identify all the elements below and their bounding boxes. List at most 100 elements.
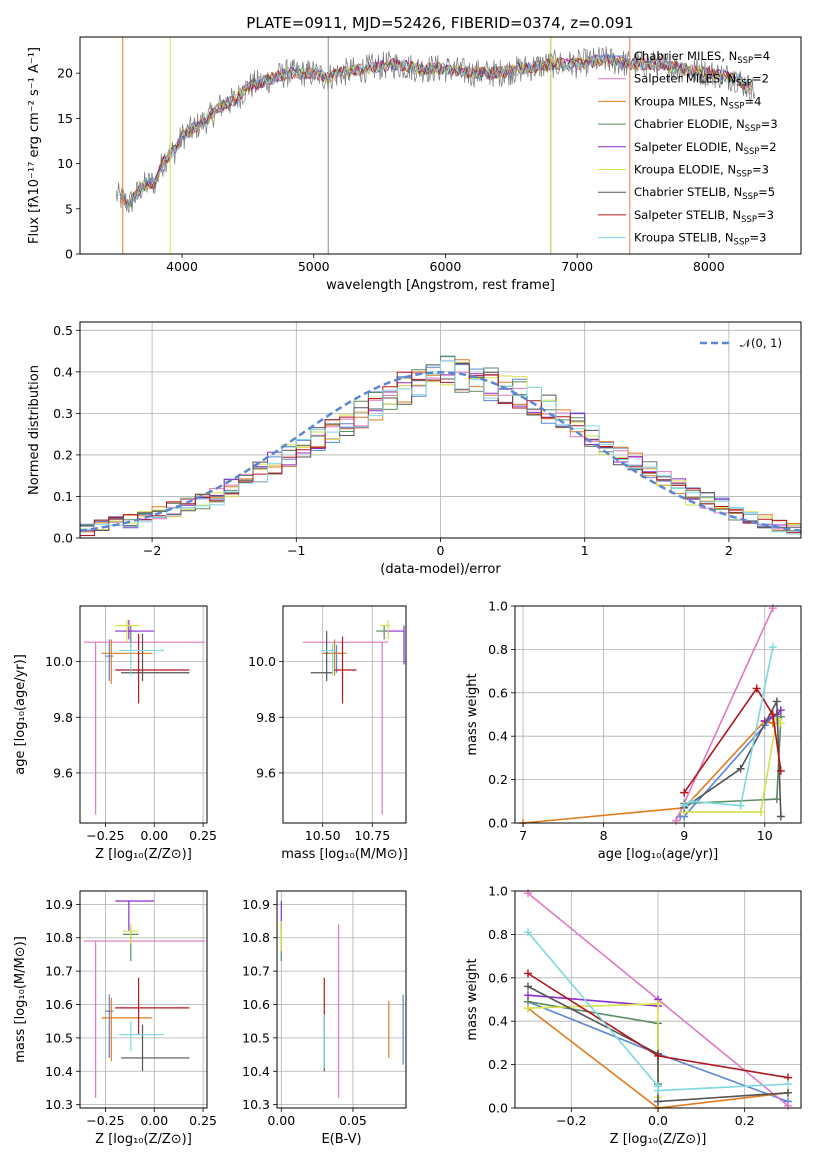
model-spectrum-line: [122, 54, 753, 209]
y-tick-label: 10.3: [242, 1097, 270, 1112]
x-axis-label: mass [log₁₀(M/M⊙)]: [281, 847, 408, 862]
y-axis-label: mass [log₁₀(M/M⊙)]: [13, 936, 28, 1063]
y-tick-label: 0.6: [488, 970, 508, 985]
weight-marker: [688, 797, 697, 806]
x-axis-label: (data-model)/error: [380, 562, 501, 577]
y-tick-label: 0.1: [53, 489, 73, 504]
weight-line: [523, 720, 774, 824]
x-tick-label: 10: [757, 828, 773, 843]
spectrum-panel: 4000 5000 6000 7000 8000 0 5 10 15 20 wavelength […: [27, 36, 802, 293]
y-tick-label: 10.7: [45, 964, 73, 979]
weight-marker: [768, 710, 777, 719]
y-tick-label: 10.3: [45, 1097, 73, 1112]
weight-marker: [776, 706, 785, 715]
y-tick-label: 1.0: [488, 884, 508, 899]
weight-line: [675, 607, 774, 822]
y-tick-label: 0.2: [53, 447, 73, 462]
y-tick-label: 20: [57, 66, 73, 81]
legend-label: Kroupa STELIB, NSSP=3: [634, 231, 766, 248]
y-tick-label: 0.0: [488, 1101, 508, 1116]
y-tick-label: 10.9: [242, 897, 270, 912]
legend-label: Chabrier MILES, NSSP=4: [634, 49, 770, 66]
weight-marker: [524, 991, 532, 1000]
y-tick-label: 5: [65, 201, 73, 216]
y-tick-label: 9.8: [256, 710, 276, 725]
weight-marker: [756, 808, 765, 817]
y-tick-label: 10.8: [45, 930, 73, 945]
x-tick-label: 0.0: [648, 1113, 668, 1128]
y-tick-label: 0.4: [488, 729, 508, 744]
y-tick-label: 10.0: [248, 654, 276, 669]
x-axis-label: Z [log₁₀(Z/Z⊙)]: [610, 1132, 707, 1147]
x-tick-label: 0.00: [267, 1113, 295, 1128]
y-tick-label: 10.4: [242, 1064, 270, 1079]
x-tick-label: 0.00: [140, 828, 168, 843]
residuals-panel: −2 −1 0 1 2 0.0 0.1 0.2 0.3 0.4 0.5 (data-model)/er…: [27, 321, 802, 577]
weight-vs-age-marks: [519, 604, 785, 827]
x-axis-label: E(B-V): [321, 1132, 361, 1147]
y-tick-label: 10.0: [45, 654, 73, 669]
x-tick-label: −1: [287, 543, 305, 558]
gaussian-curve: [79, 371, 802, 532]
y-axis-label: mass weight: [465, 958, 480, 1040]
x-tick-label: 7: [519, 828, 527, 843]
x-tick-label: 8000: [693, 259, 725, 274]
x-tick-label: 2: [725, 543, 733, 558]
weight-line: [527, 985, 789, 1103]
axes-frame: [79, 36, 802, 255]
axes-frame: [79, 890, 208, 1109]
weight-marker: [654, 999, 662, 1008]
y-tick-label: 0.6: [488, 685, 508, 700]
figure-title: PLATE=0911, MJD=52426, FIBERID=0374, z=0…: [246, 14, 633, 32]
weight-marker: [524, 1004, 532, 1013]
weight-marker: [524, 928, 532, 937]
weight-marker: [776, 766, 785, 775]
weight-line: [683, 687, 782, 794]
y-axis-label: Flux [fλ10⁻¹⁷ erg cm⁻² s⁻¹ A⁻¹]: [27, 47, 42, 244]
y-tick-label: 9.8: [53, 710, 73, 725]
axes-frame: [282, 605, 407, 824]
x-axis-label: wavelength [Angstrom, rest frame]: [326, 278, 555, 293]
weight-marker: [680, 788, 689, 797]
model-spectrum-line: [122, 55, 752, 207]
weight-marker: [768, 643, 777, 652]
x-tick-label: 0: [437, 543, 445, 558]
weight-marker: [680, 801, 689, 810]
weight-marker: [736, 764, 745, 773]
weight-marker: [752, 684, 761, 693]
x-axis-label: Z [log₁₀(Z/Z⊙)]: [95, 1132, 192, 1147]
weight-line: [683, 647, 774, 807]
legend-label: Salpeter STELIB, NSSP=3: [634, 208, 774, 225]
legend-label: Chabrier ELODIE, NSSP=3: [634, 117, 778, 134]
y-tick-label: 0.5: [53, 323, 73, 338]
x-tick-label: 0.05: [339, 1113, 367, 1128]
x-tick-label: −0.25: [86, 1113, 124, 1128]
spectrum-marks: [115, 37, 755, 254]
weight-marker: [768, 604, 777, 613]
weight-marker: [654, 1086, 662, 1095]
model-spectrum-line: [121, 53, 753, 210]
legend-label: Kroupa MILES, NSSP=4: [634, 94, 761, 111]
weight-marker: [654, 1097, 662, 1106]
age-vs-Z-marks: [83, 619, 206, 815]
x-axis-label: age [log₁₀(age/yr)]: [598, 847, 719, 862]
y-tick-label: 9.6: [256, 765, 276, 780]
x-axis-label: Z [log₁₀(Z/Z⊙)]: [95, 847, 192, 862]
y-tick-label: 0.4: [488, 1014, 508, 1029]
weight-marker: [672, 816, 681, 825]
y-tick-label: 0.0: [488, 816, 508, 831]
mass-vs-EBV-panel: 0.00 0.05 10.3 10.4 10.5 10.6 10.7 10.8 10.9 E(B-…: [242, 890, 407, 1147]
x-tick-label: −0.25: [86, 828, 124, 843]
x-tick-label: 5000: [298, 259, 330, 274]
y-tick-label: 10.9: [45, 897, 73, 912]
axes-frame: [514, 605, 802, 824]
y-axis-label: age [log₁₀(age/yr)]: [13, 654, 28, 775]
x-tick-label: 0.25: [189, 1113, 217, 1128]
y-tick-label: 1.0: [488, 599, 508, 614]
y-tick-label: 0.3: [53, 406, 73, 421]
age-vs-mass-marks: [302, 619, 405, 815]
age-vs-mass-panel: 10.50 10.75 9.6 9.8 10.0 mass [log₁₀(M/M⊙)]: [248, 605, 408, 862]
y-tick-label: 0: [65, 247, 73, 262]
y-axis-label: Normed distribution: [27, 365, 42, 495]
